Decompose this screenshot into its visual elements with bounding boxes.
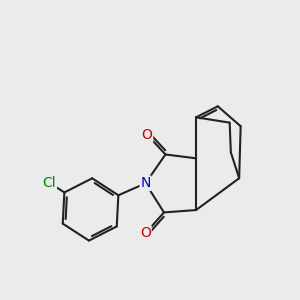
Text: Cl: Cl: [43, 176, 56, 190]
Text: O: O: [140, 226, 151, 240]
Text: N: N: [140, 176, 151, 190]
Text: O: O: [142, 128, 152, 142]
